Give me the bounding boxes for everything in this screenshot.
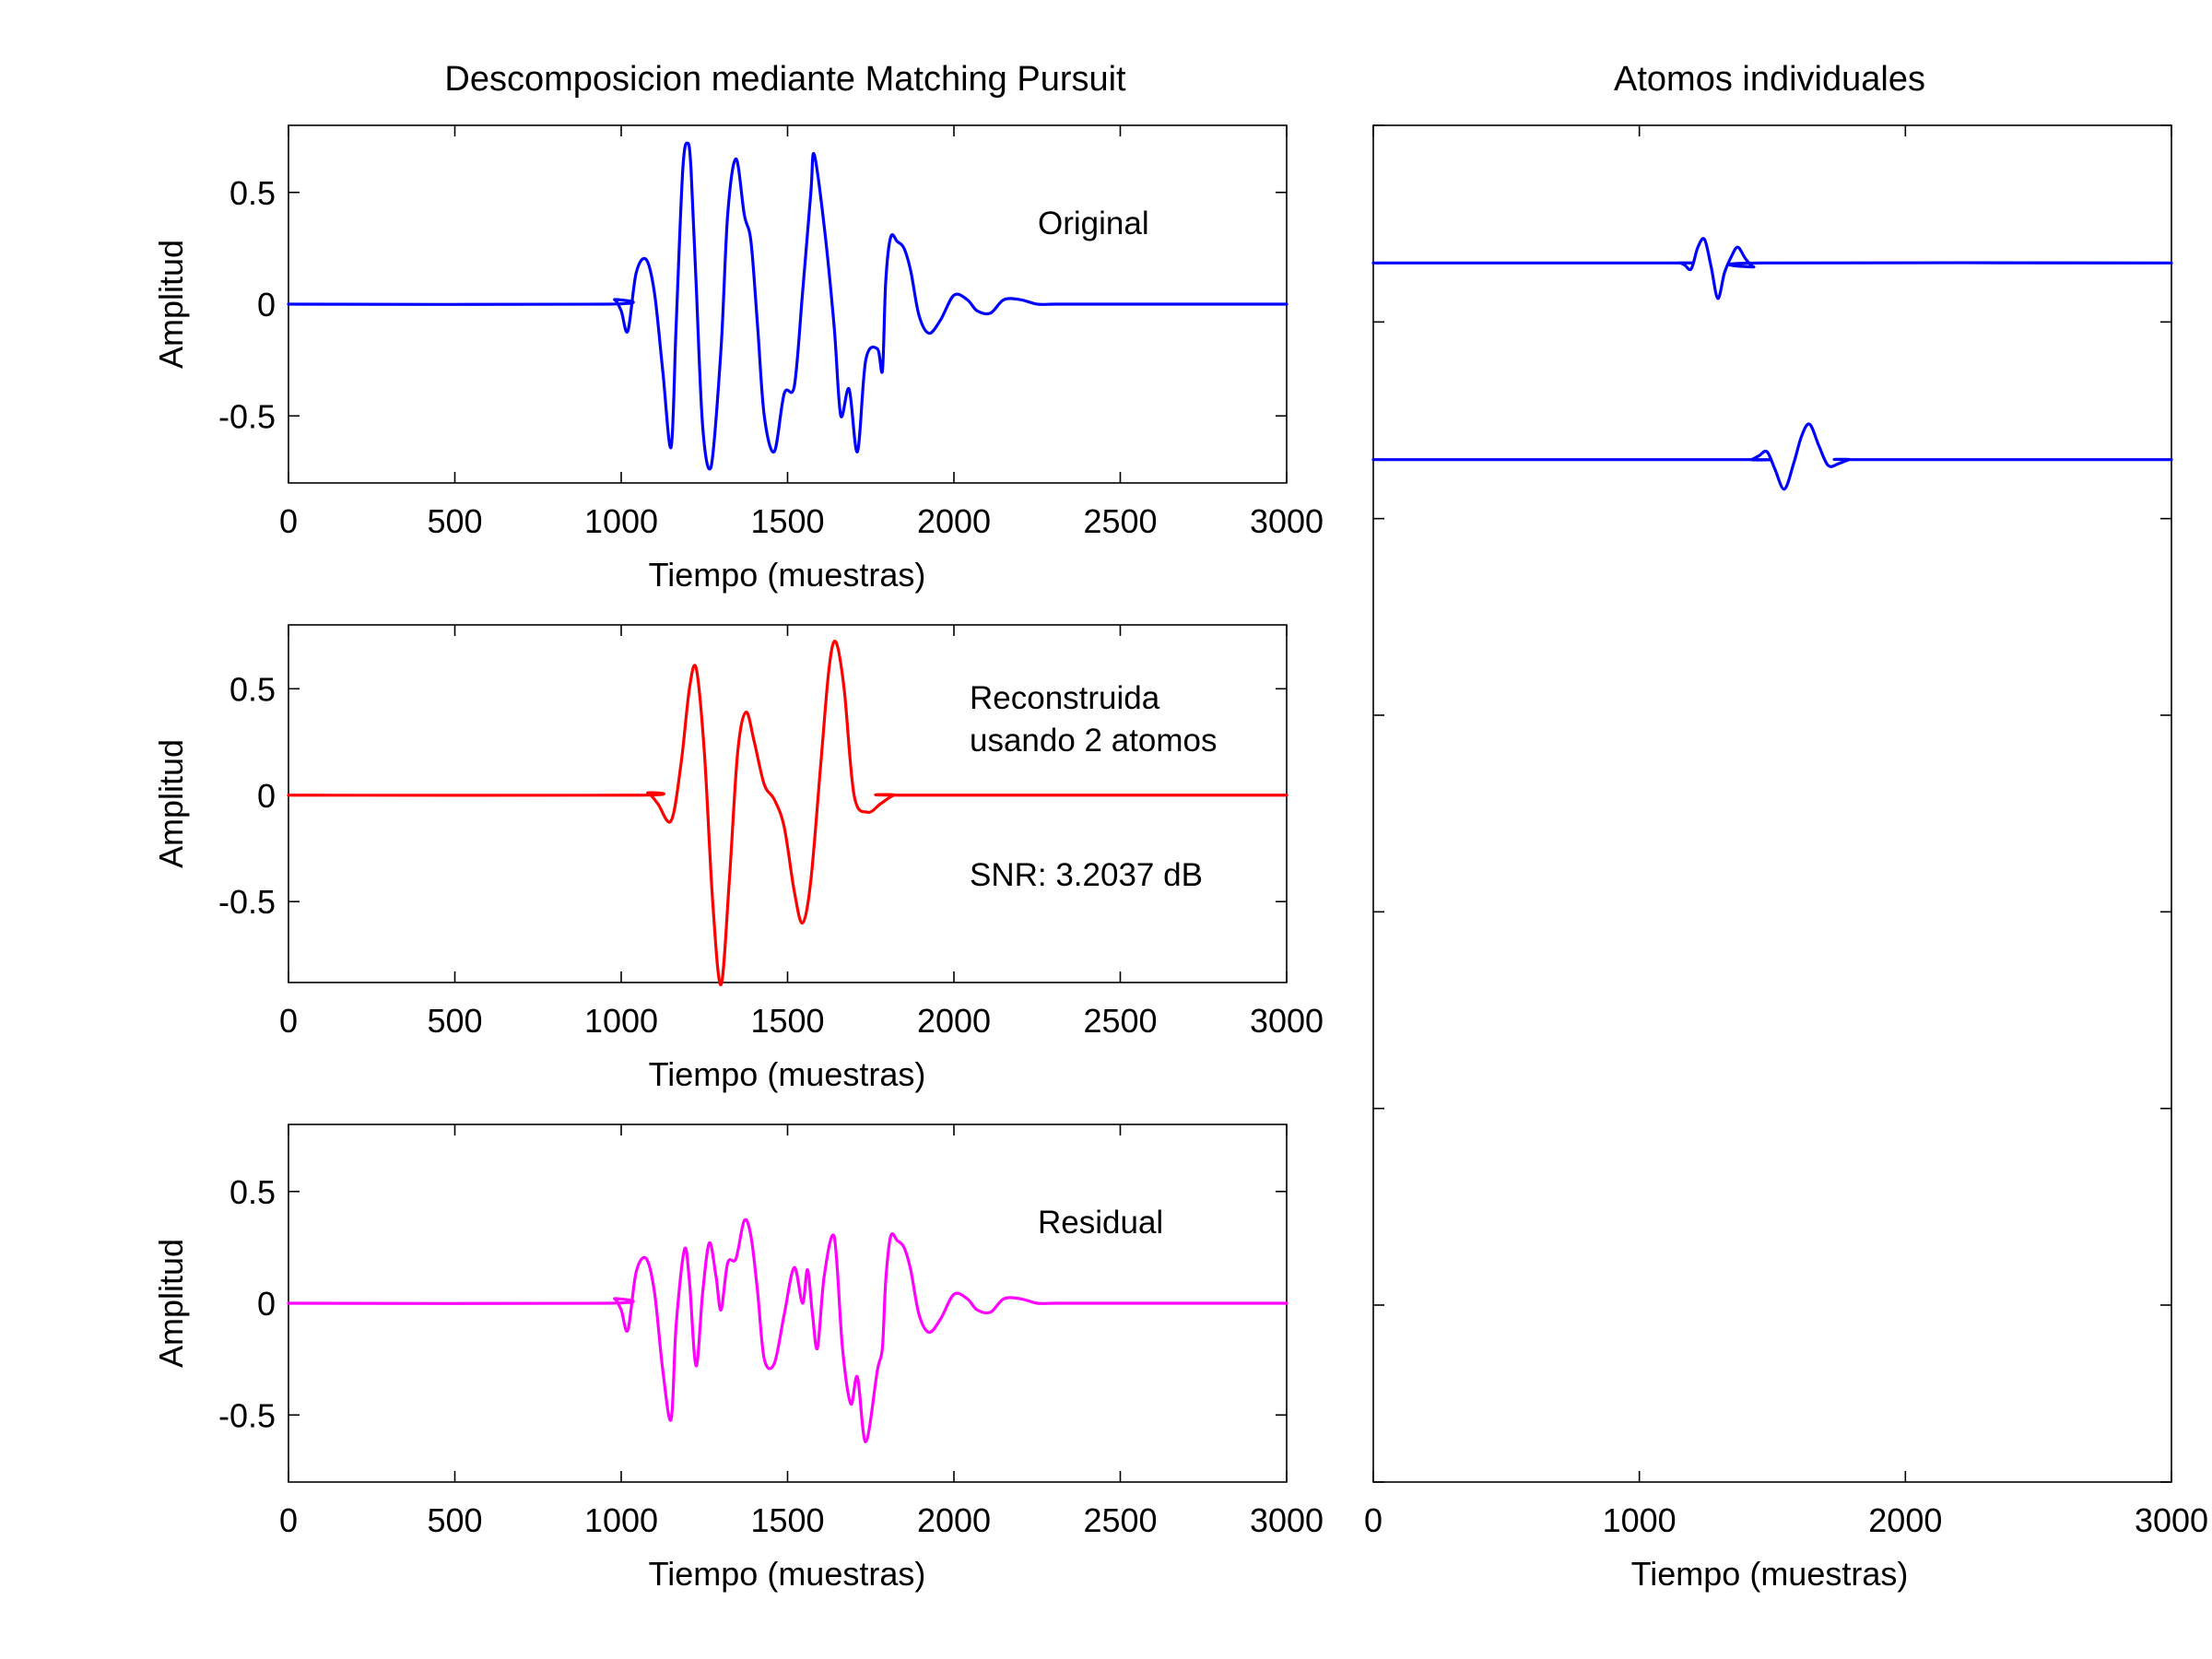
series-line-reconstruida-1 bbox=[287, 640, 1288, 986]
axis-ticks bbox=[1372, 124, 2172, 1483]
y-axis-label: Amplitud bbox=[152, 240, 190, 369]
series-line-atomos-1 bbox=[1371, 237, 2173, 300]
y-axis-label: Amplitud bbox=[152, 1239, 190, 1368]
x-tick-label: 0 bbox=[279, 502, 298, 540]
right-title: Atomos individuales bbox=[1614, 60, 1925, 99]
x-tick-label: 1500 bbox=[750, 1501, 824, 1539]
x-tick-label: 3000 bbox=[2135, 1501, 2208, 1539]
tick-labels: 0 500 1000 1500 2000 2500 3000 0.5 0 -0.5 bbox=[218, 174, 1324, 540]
x-tick-label: 2500 bbox=[1083, 1501, 1157, 1539]
tick-labels: 0 500 1000 1500 2000 2500 3000 0.5 0 -0.5 bbox=[218, 670, 1324, 1040]
series-group bbox=[287, 1218, 1288, 1443]
x-axis-label: Tiempo (muestras) bbox=[649, 556, 926, 594]
axes-residual: 0 500 1000 1500 2000 2500 3000 0.5 0 -0.5 Tiempo … bbox=[152, 1124, 1324, 1593]
axes-atomos: 0 1000 2000 3000 Tiempo (muestras) bbox=[1364, 124, 2208, 1593]
x-tick-label: 500 bbox=[427, 1002, 482, 1040]
x-tick-label: 1500 bbox=[750, 502, 824, 540]
x-tick-label: 1000 bbox=[584, 502, 658, 540]
tick-labels: 0 500 1000 1500 2000 2500 3000 0.5 0 -0.5 bbox=[218, 1173, 1324, 1539]
annotation-residual: Residual bbox=[1038, 1205, 1163, 1241]
x-tick-label: 1000 bbox=[584, 1002, 658, 1040]
series-group bbox=[287, 640, 1288, 986]
axes-frame bbox=[1372, 124, 2172, 1483]
x-tick-label: 3000 bbox=[1250, 1501, 1324, 1539]
x-tick-label: 2500 bbox=[1083, 502, 1157, 540]
y-tick-label: 0 bbox=[257, 777, 276, 815]
annotation-original: Original bbox=[1038, 206, 1149, 241]
x-tick-label: 0 bbox=[279, 1002, 298, 1040]
y-tick-label: -0.5 bbox=[218, 883, 276, 921]
series-line-original-1 bbox=[287, 141, 1288, 471]
x-tick-label: 3000 bbox=[1250, 502, 1324, 540]
y-tick-label: 0.5 bbox=[229, 670, 276, 708]
y-tick-label: 0.5 bbox=[229, 1173, 276, 1211]
y-tick-label: 0 bbox=[257, 286, 276, 324]
x-tick-label: 1000 bbox=[1603, 1501, 1677, 1539]
y-tick-label: 0.5 bbox=[229, 174, 276, 212]
x-tick-label: 1000 bbox=[584, 1501, 658, 1539]
x-axis-label: Tiempo (muestras) bbox=[649, 1555, 926, 1593]
y-tick-label: -0.5 bbox=[218, 397, 276, 435]
series-line-atomos-2 bbox=[1371, 422, 2173, 491]
series-line-residual-1 bbox=[287, 1218, 1288, 1443]
x-tick-label: 2000 bbox=[917, 1501, 991, 1539]
x-tick-label: 500 bbox=[427, 502, 482, 540]
y-axis-label: Amplitud bbox=[152, 739, 190, 868]
x-tick-label: 3000 bbox=[1250, 1002, 1324, 1040]
x-tick-label: 2000 bbox=[917, 502, 991, 540]
x-tick-label: 2500 bbox=[1083, 1002, 1157, 1040]
annotation-reconstruida-line1: Reconstruida bbox=[970, 680, 1160, 716]
x-axis-label: Tiempo (muestras) bbox=[649, 1055, 926, 1093]
x-tick-label: 1500 bbox=[750, 1002, 824, 1040]
axes-original: 0 500 1000 1500 2000 2500 3000 0.5 0 -0.5 Tiempo … bbox=[152, 124, 1324, 594]
x-tick-label: 0 bbox=[1364, 1501, 1382, 1539]
series-group bbox=[1371, 237, 2173, 491]
annotation-snr: SNR: 3.2037 dB bbox=[970, 857, 1203, 893]
x-tick-label: 2000 bbox=[1868, 1501, 1942, 1539]
tick-labels: 0 1000 2000 3000 bbox=[1364, 1501, 2208, 1539]
left-title: Descomposicion mediante Matching Pursuit bbox=[444, 60, 1126, 99]
axes-reconstruida: 0 500 1000 1500 2000 2500 3000 0.5 0 -0.5 Tiempo … bbox=[152, 624, 1324, 1093]
x-tick-label: 0 bbox=[279, 1501, 298, 1539]
x-tick-label: 2000 bbox=[917, 1002, 991, 1040]
y-tick-label: -0.5 bbox=[218, 1396, 276, 1434]
annotation-reconstruida-line2: usando 2 atomos bbox=[970, 723, 1218, 759]
x-axis-label: Tiempo (muestras) bbox=[1631, 1555, 1909, 1593]
x-tick-label: 500 bbox=[427, 1501, 482, 1539]
series-group bbox=[287, 141, 1288, 471]
y-tick-label: 0 bbox=[257, 1285, 276, 1323]
